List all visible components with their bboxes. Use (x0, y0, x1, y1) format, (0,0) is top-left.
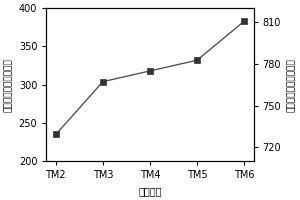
X-axis label: 正极材料: 正极材料 (138, 186, 162, 196)
Y-axis label: 比容量（毫安时每克）: 比容量（毫安时每克） (4, 58, 13, 112)
Y-axis label: 比能量（瓦时每千克）: 比能量（瓦时每千克） (287, 58, 296, 112)
